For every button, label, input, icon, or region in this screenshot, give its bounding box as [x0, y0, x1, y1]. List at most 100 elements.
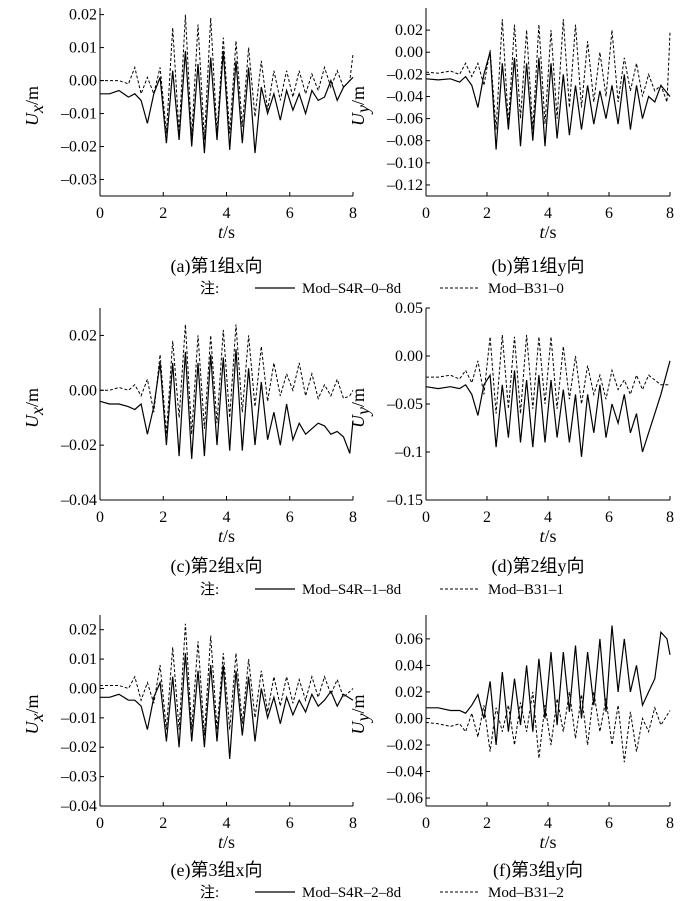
y-tick-label: 0.05: [395, 300, 423, 317]
y-tick-label: –0.03: [60, 769, 97, 786]
chart-panel-1: 0 2 4 6 8 0.02 0.01 0.00 –0.01 –0.02 –0.03 t/s Ux/m (…: [22, 7, 357, 277]
y-tick-label: 0.02: [395, 22, 423, 39]
series-line-solid: [425, 360, 671, 457]
y-axis-variable: U: [348, 414, 368, 428]
x-tick-label: 6: [605, 205, 613, 222]
x-axis-variable: t: [539, 832, 545, 852]
x-axis-unit: /s: [545, 222, 557, 242]
x-axis-label: t/s: [539, 526, 556, 546]
y-axis-unit: /m: [348, 86, 368, 105]
y-axis-variable: U: [348, 721, 368, 735]
panel-caption: (d)第2组y向: [492, 556, 585, 577]
legend-dashed-label: Mod–B31–1: [488, 582, 564, 598]
x-tick-label: 2: [483, 509, 491, 526]
x-axis-label: t/s: [539, 832, 556, 852]
legend-prefix: 注:: [200, 581, 219, 598]
y-axis-unit: /m: [348, 694, 368, 713]
y-tick-label: –0.02: [386, 737, 423, 754]
chart-panel-5: 0 2 4 6 8 0.02 0.01 0.00 –0.01 –0.02 –0.03 –0.04 t/s…: [22, 615, 357, 881]
y-axis-label: Ux/m: [22, 388, 47, 428]
series-line-dashed: [425, 691, 671, 763]
x-tick-label: 8: [349, 205, 357, 222]
x-axis-unit: /s: [545, 832, 557, 852]
series-line-solid: [426, 625, 671, 746]
legend-solid-label: Mod–S4R–0–8d: [302, 281, 402, 297]
chart-panel-2: 0 2 4 6 8 0.02 0.00 –0.02 –0.04 –0.06 –0.08 –0.10 –0…: [348, 8, 674, 277]
y-axis-subscript: x: [27, 714, 47, 723]
y-tick-label: –0.05: [386, 396, 423, 413]
x-tick-label: 4: [223, 205, 231, 222]
legend-solid-label: Mod–S4R–1–8d: [302, 582, 402, 598]
y-axis-label: Uy/m: [348, 388, 373, 428]
legend-solid-label: Mod–S4R–2–8d: [302, 885, 402, 901]
x-tick-label: 0: [96, 509, 104, 526]
y-axis-variable: U: [22, 112, 42, 126]
x-axis-variable: t: [218, 526, 224, 546]
x-tick-label: 0: [96, 205, 104, 222]
x-axis-label: t/s: [539, 222, 556, 242]
y-axis-subscript: y: [353, 105, 373, 115]
y-tick-label: 0.00: [395, 44, 423, 61]
y-axis-variable: U: [22, 414, 42, 428]
series-line-dashed: [100, 623, 354, 736]
y-tick-label: –0.08: [386, 133, 423, 150]
y-tick-label: –0.04: [60, 492, 97, 509]
x-tick-label: 4: [544, 509, 552, 526]
series-line-dashed: [100, 324, 354, 435]
legend-dashed-label: Mod–B31–2: [488, 885, 564, 901]
x-tick-label: 6: [605, 509, 613, 526]
x-tick-label: 6: [286, 815, 294, 832]
y-axis-subscript: y: [353, 407, 373, 417]
panel-caption: (f)第3组y向: [493, 860, 583, 881]
x-tick-label: 2: [159, 205, 167, 222]
y-tick-label: –0.02: [386, 66, 423, 83]
panels-layer: 0 2 4 6 8 0.02 0.01 0.00 –0.01 –0.02 –0.03 t/s Ux/m (…: [22, 7, 674, 881]
x-tick-label: 2: [159, 509, 167, 526]
y-tick-label: –0.06: [386, 790, 423, 807]
y-tick-label: –0.06: [386, 111, 423, 128]
y-axis-unit: /m: [348, 388, 368, 407]
y-tick-label: –0.04: [386, 88, 423, 105]
x-tick-label: 2: [483, 815, 491, 832]
x-axis-label: t/s: [218, 526, 235, 546]
legend-prefix: 注:: [200, 884, 219, 901]
x-tick-label: 8: [666, 815, 674, 832]
y-tick-label: –0.02: [60, 437, 97, 454]
y-tick-label: 0.02: [69, 327, 97, 344]
y-axis-label: Ux/m: [22, 86, 47, 126]
y-axis-subscript: x: [27, 105, 47, 114]
series-line-dashed: [425, 19, 671, 130]
y-tick-label: –0.12: [386, 177, 423, 194]
legend-2: 注: Mod–S4R–1–8d Mod–B31–1: [200, 581, 564, 598]
x-tick-label: 2: [159, 815, 167, 832]
x-axis-label: t/s: [218, 832, 235, 852]
legend-1: 注: Mod–S4R–0–8d Mod–B31–0: [200, 280, 564, 297]
x-tick-label: 4: [223, 815, 231, 832]
x-tick-label: 6: [286, 205, 294, 222]
x-axis-unit: /s: [223, 222, 235, 242]
x-tick-label: 6: [605, 815, 613, 832]
y-tick-label: 0.02: [395, 684, 423, 701]
y-axis-subscript: y: [353, 714, 373, 724]
y-axis-subscript: x: [27, 407, 47, 416]
legend-dashed-label: Mod–B31–0: [488, 281, 564, 297]
x-axis-variable: t: [218, 222, 224, 242]
y-axis-label: Uy/m: [348, 86, 373, 126]
y-tick-label: –0.1: [394, 444, 423, 461]
y-tick-label: 0.06: [395, 631, 423, 648]
x-tick-label: 0: [422, 205, 430, 222]
series-line-solid: [99, 349, 354, 459]
x-axis-unit: /s: [223, 526, 235, 546]
y-axis-unit: /m: [22, 388, 42, 407]
series-line-dashed: [100, 14, 354, 140]
chart-panel-4: 0 2 4 6 8 0.05 0.00 –0.05 –0.1 –0.15 t/s Uy/m (d)第2组…: [348, 300, 674, 577]
y-tick-label: 0.00: [69, 680, 97, 697]
panel-caption: (a)第1组x向: [171, 256, 263, 277]
x-axis-label: t/s: [218, 222, 235, 242]
y-axis-unit: /m: [22, 86, 42, 105]
x-tick-label: 4: [544, 815, 552, 832]
x-axis-unit: /s: [223, 832, 235, 852]
y-tick-label: –0.02: [60, 739, 97, 756]
y-axis-variable: U: [348, 112, 368, 126]
